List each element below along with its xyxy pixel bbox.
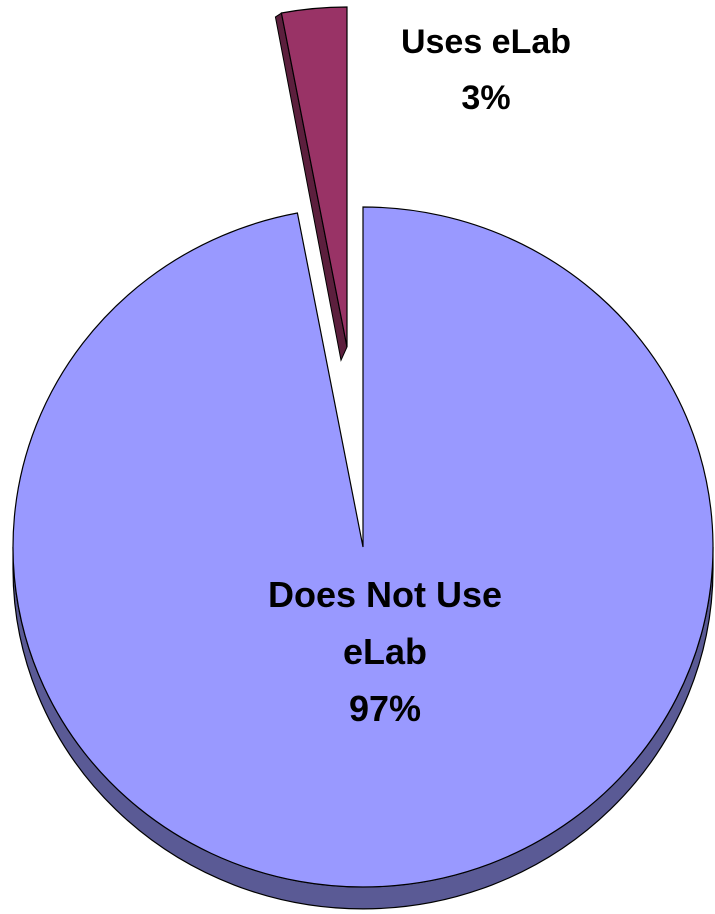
data-label-does-not-use-line-1: Does Not Use [268,574,502,615]
data-label-does-not-use-line-2: eLab [343,631,427,672]
slice-layer [12,6,714,910]
data-label-uses-line-2: 3% [461,79,510,117]
data-label-uses-line-1: Uses eLab [401,23,571,61]
data-label-does-not-use-line-3: 97% [349,688,421,729]
pie-slice-uses [280,6,348,348]
pie-slice-does-not-use [12,206,714,888]
label-layer: Does Not Use eLab 97% Uses eLab 3% [268,23,571,729]
